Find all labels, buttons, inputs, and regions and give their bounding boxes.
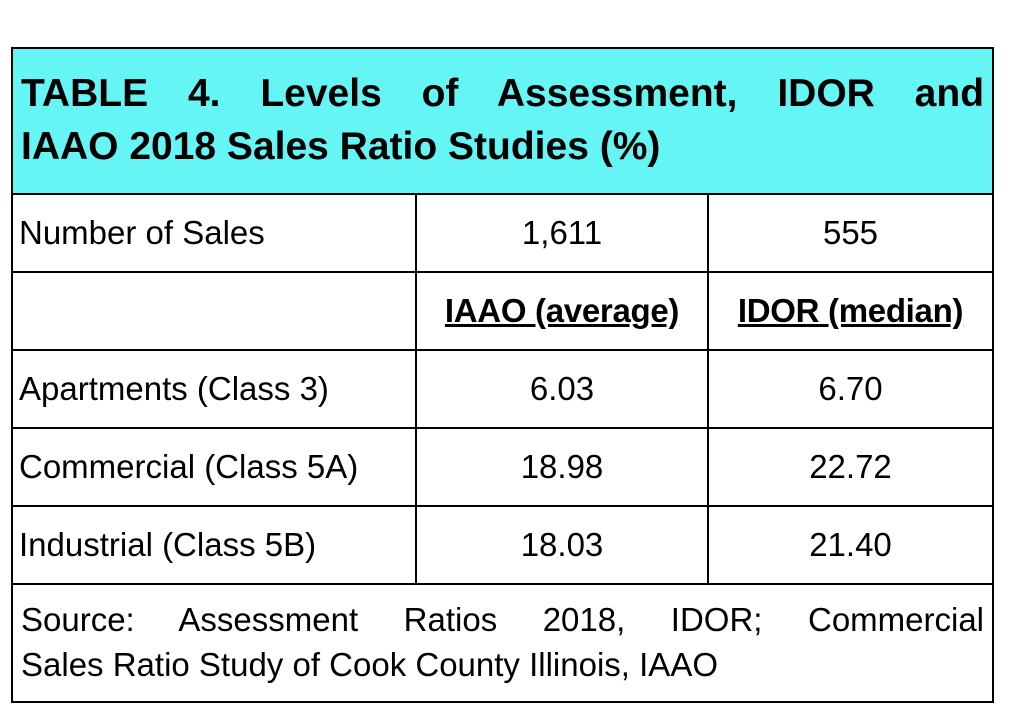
row-idor-value: 22.72 [706, 427, 995, 507]
source-line-2: Sales Ratio Study of Cook County Illinoi… [21, 646, 718, 683]
row-iaao-value: 18.03 [415, 505, 709, 585]
source-line-1: Source: Assessment Ratios 2018, IDOR; Co… [21, 601, 985, 639]
table-title-line-1: TABLE 4. Levels of Assessment, IDOR and [21, 72, 985, 116]
header-idor: IDOR (median) [706, 271, 995, 351]
table-row: Apartments (Class 3) 6.03 6.70 [11, 349, 995, 429]
table-row: Commercial (Class 5A) 18.98 22.72 [11, 427, 995, 507]
row-label: Commercial (Class 5A) [11, 427, 417, 507]
number-of-sales-row: Number of Sales 1,611 555 [11, 193, 995, 273]
column-header-row: IAAO (average) IDOR (median) [11, 271, 995, 351]
table-title: TABLE 4. Levels of Assessment, IDOR and … [10, 47, 995, 195]
row-iaao-value: 18.98 [415, 427, 709, 507]
number-of-sales-idor: 555 [706, 193, 995, 273]
header-label-cell [11, 271, 417, 351]
table-row: Industrial (Class 5B) 18.03 21.40 [11, 505, 995, 585]
row-idor-value: 21.40 [706, 505, 995, 585]
number-of-sales-iaao: 1,611 [415, 193, 709, 273]
header-iaao: IAAO (average) [415, 271, 709, 351]
table-title-line-2: IAAO 2018 Sales Ratio Studies (%) [21, 125, 661, 168]
number-of-sales-label: Number of Sales [11, 193, 417, 273]
row-label: Apartments (Class 3) [11, 349, 417, 429]
table-title-row: TABLE 4. Levels of Assessment, IDOR and … [10, 47, 995, 195]
row-label: Industrial (Class 5B) [11, 505, 417, 585]
row-idor-value: 6.70 [706, 349, 995, 429]
source-row: Source: Assessment Ratios 2018, IDOR; Co… [10, 583, 995, 703]
row-iaao-value: 6.03 [415, 349, 709, 429]
assessment-levels-table: TABLE 4. Levels of Assessment, IDOR and … [10, 47, 995, 703]
source-note: Source: Assessment Ratios 2018, IDOR; Co… [10, 583, 995, 703]
